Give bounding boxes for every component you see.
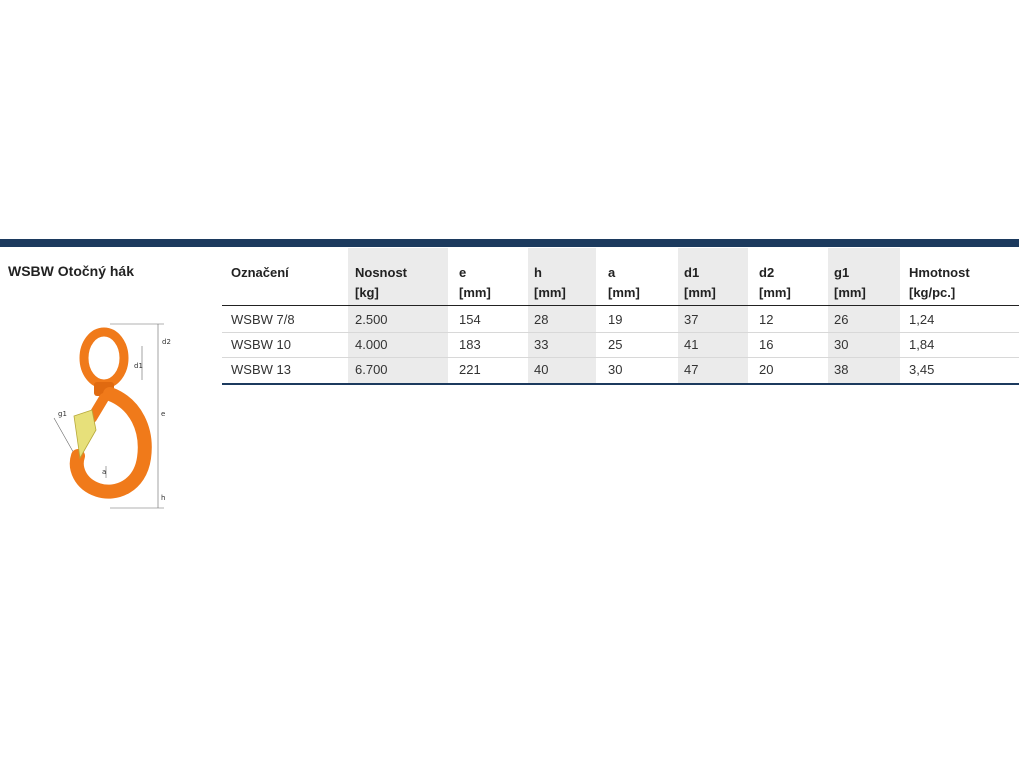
cell-a: 25 [608, 337, 623, 352]
cell-e: 183 [459, 337, 481, 352]
dim-label-a: a [102, 468, 106, 476]
cell-oznaceni: WSBW 13 [231, 362, 291, 377]
header-label: h [534, 265, 542, 280]
cell-oznaceni: WSBW 7/8 [231, 312, 295, 327]
cell-nosnost: 4.000 [355, 337, 388, 352]
header-unit: [mm] [459, 285, 491, 300]
header-label: a [608, 265, 616, 280]
header-divider [222, 305, 1019, 306]
dim-label-d1: d1 [134, 362, 143, 370]
cell-oznaceni: WSBW 10 [231, 337, 291, 352]
cell-a: 19 [608, 312, 623, 327]
header-oznaceni: Označení [231, 263, 289, 283]
cell-e: 221 [459, 362, 481, 377]
header-unit: [mm] [534, 285, 566, 300]
cell-h: 28 [534, 312, 549, 327]
header-label: d2 [759, 265, 775, 280]
header-label: Nosnost [355, 265, 407, 280]
header-d1: d1 [mm] [684, 263, 716, 303]
header-a: a [mm] [608, 263, 640, 303]
cell-nosnost: 6.700 [355, 362, 388, 377]
row-divider [222, 332, 1019, 333]
header-e: e [mm] [459, 263, 491, 303]
cell-g1: 26 [834, 312, 849, 327]
header-label: Označení [231, 265, 289, 280]
header-label: e [459, 265, 467, 280]
cell-g1: 30 [834, 337, 849, 352]
column-shade-h [528, 248, 596, 384]
product-title: WSBW Otočný hák [8, 263, 135, 279]
cell-hmotnost: 1,24 [909, 312, 935, 327]
top-accent-bar [0, 239, 1019, 247]
header-nosnost: Nosnost [kg] [355, 263, 407, 303]
header-h: h [mm] [534, 263, 566, 303]
cell-h: 33 [534, 337, 549, 352]
dim-label-h: h [161, 494, 165, 502]
table-bottom-border [222, 383, 1019, 385]
header-unit: [mm] [834, 285, 866, 300]
cell-d1: 37 [684, 312, 699, 327]
column-shade-g1 [828, 248, 900, 384]
header-g1: g1 [mm] [834, 263, 866, 303]
cell-g1: 38 [834, 362, 849, 377]
header-d2: d2 [mm] [759, 263, 791, 303]
cell-d2: 20 [759, 362, 774, 377]
header-unit: [mm] [684, 285, 716, 300]
cell-h: 40 [534, 362, 549, 377]
cell-a: 30 [608, 362, 623, 377]
cell-hmotnost: 3,45 [909, 362, 935, 377]
header-label: g1 [834, 265, 850, 280]
swivel-hook-illustration: d2 d1 e g1 a h [53, 323, 171, 509]
header-unit: [mm] [759, 285, 791, 300]
cell-d2: 16 [759, 337, 774, 352]
cell-hmotnost: 1,84 [909, 337, 935, 352]
cell-nosnost: 2.500 [355, 312, 388, 327]
cell-e: 154 [459, 312, 481, 327]
header-label: d1 [684, 265, 700, 280]
cell-d2: 12 [759, 312, 774, 327]
dim-label-d2: d2 [162, 338, 171, 346]
cell-d1: 47 [684, 362, 699, 377]
header-unit: [kg] [355, 285, 379, 300]
header-unit: [mm] [608, 285, 640, 300]
dim-label-g1: g1 [58, 410, 67, 418]
dim-label-e: e [161, 410, 165, 418]
cell-d1: 41 [684, 337, 699, 352]
header-hmotnost: Hmotnost [kg/pc.] [909, 263, 970, 303]
column-shade-d1 [678, 248, 748, 384]
row-divider [222, 357, 1019, 358]
header-unit: [kg/pc.] [909, 285, 956, 300]
column-shade-nosnost [348, 248, 448, 384]
header-label: Hmotnost [909, 265, 970, 280]
